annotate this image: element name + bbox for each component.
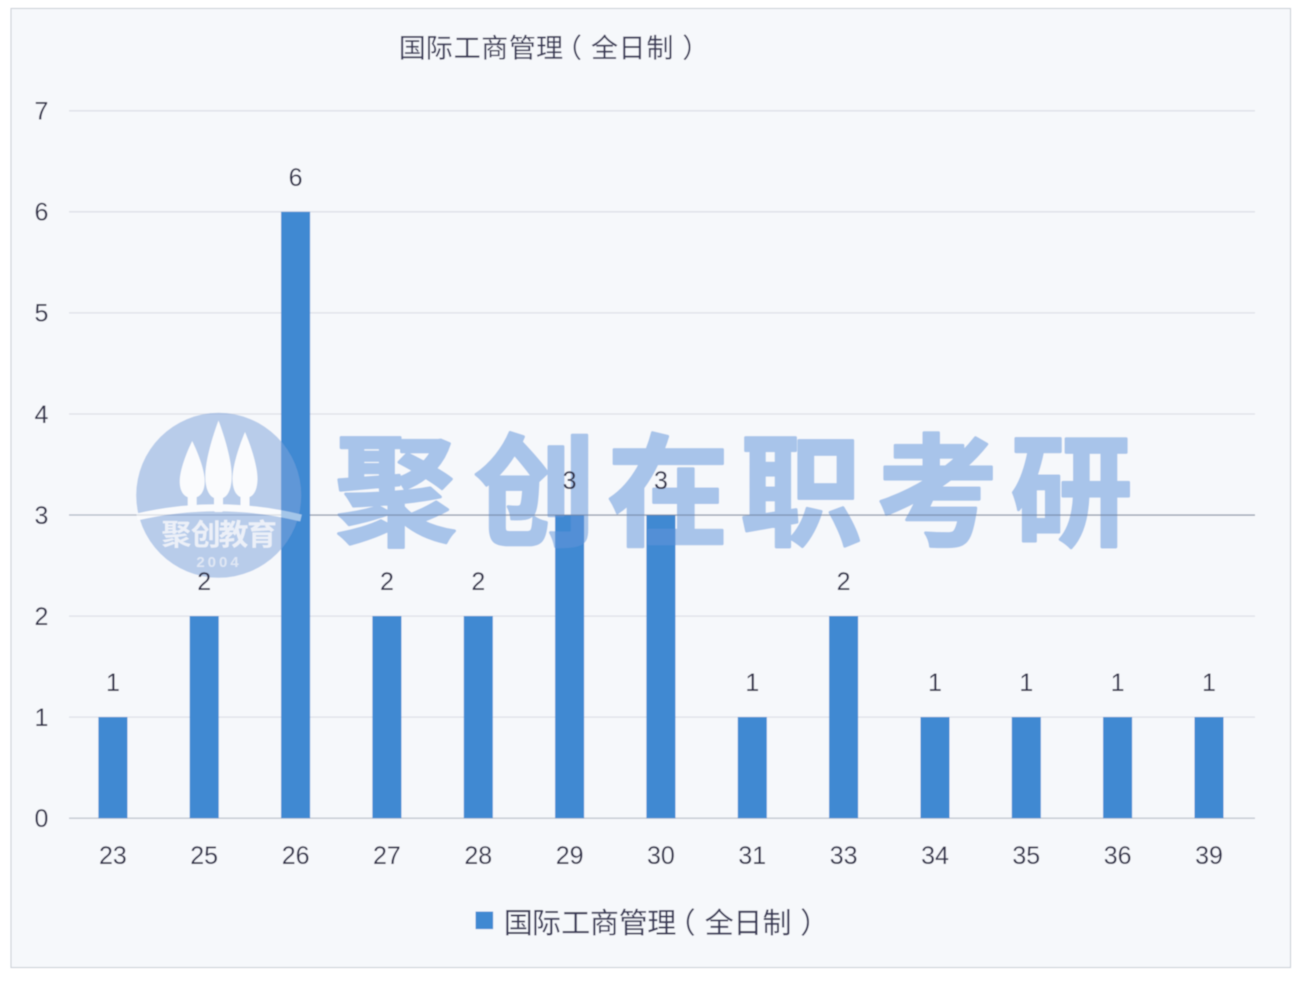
svg-text:34: 34 [921, 842, 949, 870]
svg-text:39: 39 [1195, 842, 1223, 870]
svg-text:31: 31 [738, 842, 766, 870]
svg-text:1: 1 [1019, 669, 1033, 697]
svg-text:1: 1 [106, 669, 120, 697]
svg-text:1: 1 [928, 669, 942, 697]
svg-text:23: 23 [99, 842, 127, 870]
svg-text:1: 1 [745, 669, 759, 697]
svg-text:30: 30 [647, 842, 675, 870]
svg-text:36: 36 [1104, 842, 1132, 870]
svg-text:3: 3 [563, 467, 577, 495]
svg-text:2004: 2004 [196, 554, 241, 571]
svg-text:3: 3 [35, 502, 49, 530]
svg-text:26: 26 [282, 842, 310, 870]
svg-text:2: 2 [197, 568, 211, 596]
svg-text:1: 1 [35, 704, 49, 732]
svg-text:1: 1 [1202, 669, 1216, 697]
svg-text:6: 6 [35, 199, 49, 227]
svg-text:25: 25 [190, 842, 218, 870]
svg-text:4: 4 [35, 401, 49, 429]
svg-text:2: 2 [380, 568, 394, 596]
svg-text:2: 2 [471, 568, 485, 596]
svg-text:33: 33 [830, 842, 858, 870]
svg-text:28: 28 [464, 842, 492, 870]
svg-text:5: 5 [35, 300, 49, 328]
svg-text:1: 1 [1111, 669, 1125, 697]
svg-text:6: 6 [289, 164, 303, 192]
svg-text:35: 35 [1012, 842, 1040, 870]
svg-text:2: 2 [35, 603, 49, 631]
svg-text:3: 3 [654, 467, 668, 495]
svg-text:27: 27 [373, 842, 401, 870]
svg-text:7: 7 [35, 98, 49, 126]
svg-text:2: 2 [837, 568, 851, 596]
svg-text:29: 29 [556, 842, 584, 870]
svg-text:0: 0 [35, 805, 49, 833]
